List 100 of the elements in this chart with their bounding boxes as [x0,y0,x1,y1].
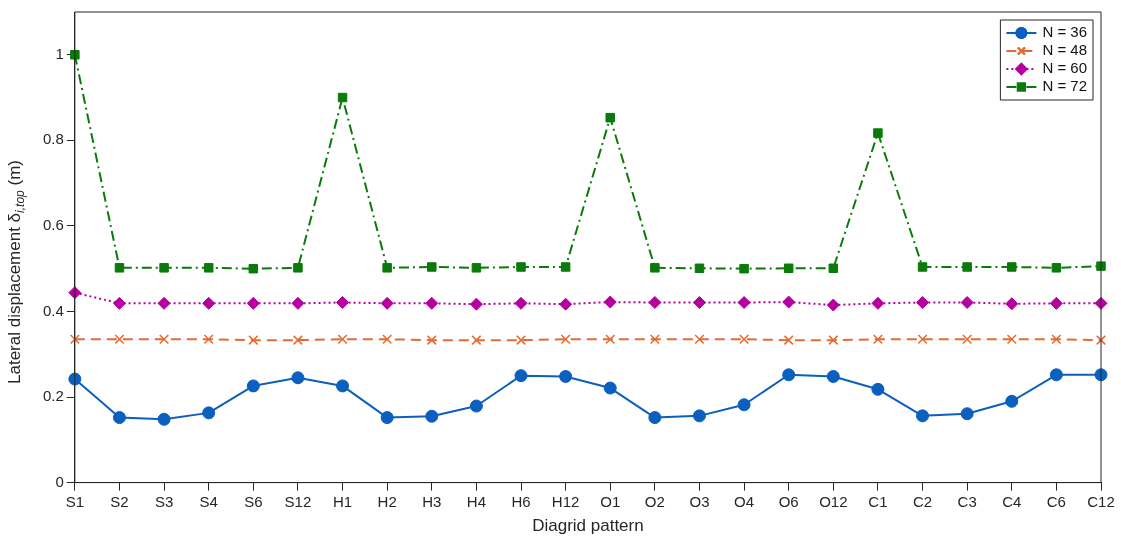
point [872,334,883,345]
point [337,92,348,103]
point [112,296,126,310]
legend-label: N = 48 [1042,41,1088,59]
point [559,297,573,311]
point [112,411,126,425]
point [560,262,571,272]
point [336,295,350,309]
point [69,334,80,345]
point [514,369,528,383]
point [246,296,260,310]
point [826,370,840,383]
point [962,334,973,345]
point [471,263,482,273]
point [694,263,705,274]
point [469,399,483,413]
point [782,295,796,309]
point [293,263,303,273]
point [737,295,751,309]
y-tick-label: 0.2 [42,387,64,405]
point [1005,394,1019,408]
point [291,296,305,310]
point [380,411,394,425]
point [737,398,751,412]
point [516,335,526,346]
point [692,295,706,309]
point [380,296,394,310]
point [960,295,974,309]
point [514,296,528,310]
x-tick-label: C6 [1046,492,1066,510]
y-tick-label: 0 [55,472,64,490]
legend-label: N = 72 [1042,77,1088,95]
point [560,334,571,345]
point [1049,296,1063,310]
x-tick-label: O12 [819,492,848,510]
point [871,296,885,310]
point [382,334,393,345]
x-tick-label: C12 [1087,492,1115,510]
point [1051,263,1062,273]
point [469,297,483,311]
point [783,335,794,346]
x-tick-label: C4 [1002,492,1022,510]
point [916,409,930,423]
x-tick-label: S2 [110,492,129,510]
point [292,335,303,346]
y-tick-label: 1 [55,44,64,62]
point [1096,261,1106,271]
y-tick-label: 0.8 [42,130,64,148]
point [1051,334,1062,345]
point [70,50,80,60]
point [1006,334,1017,345]
point [603,295,617,309]
point [649,334,660,345]
point [828,335,839,346]
point [603,381,617,395]
x-tick-label: H3 [422,492,442,510]
point [516,262,526,272]
point [426,335,437,346]
point [425,409,439,423]
point [202,406,216,420]
y-tick-label: 0.4 [42,301,64,319]
x-tick-label: O4 [734,492,755,510]
point [1049,368,1063,382]
x-tick-label: O3 [689,492,710,510]
legend-label: N = 36 [1042,23,1088,41]
point [605,334,616,345]
x-tick-label: H1 [332,492,353,510]
point [157,412,171,426]
point [962,262,972,272]
x-tick-label: S3 [154,492,174,510]
point [782,368,796,382]
point [1096,335,1106,346]
point [783,263,794,274]
x-tick-label: O2 [644,492,665,510]
x-tick-label: H2 [377,492,397,510]
point [114,334,125,345]
point [648,295,662,309]
point [382,263,392,273]
legend-label: N = 60 [1042,59,1088,77]
point [828,263,839,274]
x-axis-title: Diagrid pattern [532,516,644,536]
x-tick-label: C3 [957,492,977,510]
point [692,409,706,423]
point [425,296,439,310]
point [159,263,169,273]
point [159,334,170,345]
point [427,262,437,272]
x-tick-label: O6 [778,492,799,510]
point [826,298,840,312]
x-tick-label: S4 [199,492,218,510]
x-tick-label: H12 [551,492,580,510]
point [873,128,883,138]
point [203,263,214,273]
point [291,371,305,385]
x-tick-label: C1 [868,492,888,510]
point [559,370,573,383]
point [1005,297,1019,311]
x-tick-label: H4 [466,492,486,510]
point [336,379,350,393]
point [248,263,259,274]
